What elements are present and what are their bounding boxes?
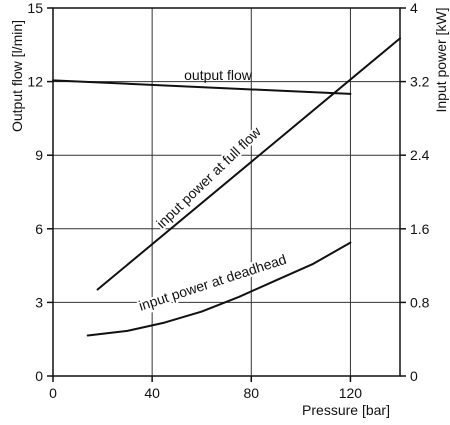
y-left-tick-label-2: 6 bbox=[35, 221, 43, 237]
series bbox=[52, 37, 401, 337]
y-left-tick-label-5: 15 bbox=[27, 0, 43, 16]
y-axis-title-right: Input power [kW] bbox=[433, 7, 449, 112]
y-right-tick-label-1: 0.8 bbox=[410, 294, 430, 310]
x-tick-label-0: 0 bbox=[49, 385, 57, 401]
label-input-power-full-flow: input power at full flow bbox=[153, 123, 264, 231]
y-left-tick-label-3: 9 bbox=[35, 147, 43, 163]
x-tick-label-1: 40 bbox=[144, 385, 160, 401]
y-left-tick-label-0: 0 bbox=[35, 368, 43, 384]
y-left-tick-label-1: 3 bbox=[35, 294, 43, 310]
series-input-power-deadhead bbox=[86, 241, 352, 337]
y-right-tick-label-3: 2.4 bbox=[410, 147, 430, 163]
plot-frame bbox=[52, 7, 401, 377]
label-input-power-deadhead: input power at deadhead bbox=[137, 251, 289, 314]
label-output-flow: output flow bbox=[184, 67, 253, 83]
y-right-tick-label-4: 3.2 bbox=[410, 74, 430, 90]
y-right-tick-label-0: 0 bbox=[410, 368, 418, 384]
y-right-tick-label-5: 4 bbox=[410, 0, 418, 16]
x-axis-title: Pressure [bar] bbox=[302, 402, 390, 418]
y-right-tick-label-2: 1.6 bbox=[410, 221, 430, 237]
x-tick-label-3: 120 bbox=[339, 385, 363, 401]
ticks bbox=[47, 7, 406, 382]
series-output-flow bbox=[52, 79, 352, 95]
y-axis-title-left: Output flow [l/min] bbox=[9, 20, 25, 132]
series-input-power-full-flow bbox=[96, 37, 401, 291]
tick-labels: 0 40 80 120 0 3 6 9 12 15 0 0.8 1.6 2.4 3.2 4 bbox=[27, 0, 429, 401]
grid bbox=[53, 8, 400, 376]
y-left-tick-label-4: 12 bbox=[27, 74, 43, 90]
x-tick-label-2: 80 bbox=[243, 385, 259, 401]
